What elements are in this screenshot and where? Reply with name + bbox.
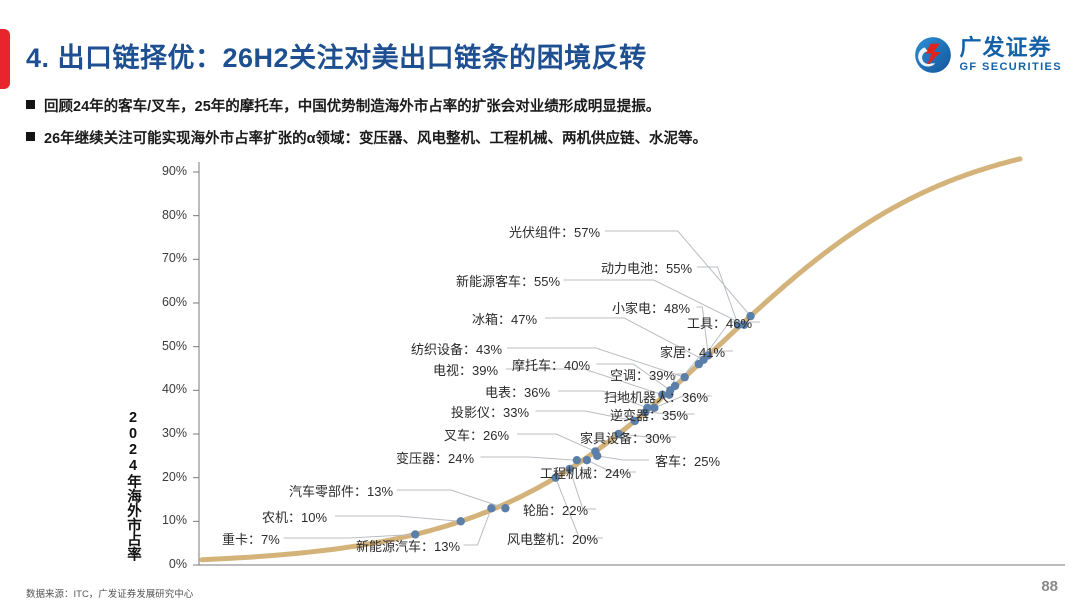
data-point-label: 叉车：26% xyxy=(444,428,510,443)
logo-name-cn: 广发证券 xyxy=(959,35,1052,60)
data-point-label: 家具设备：30% xyxy=(580,431,672,446)
data-point-label: 变压器：24% xyxy=(396,451,475,466)
data-point-label: 风电整机：20% xyxy=(507,532,599,547)
y-axis-title: 2024年海外市占率 xyxy=(125,410,141,561)
bullet-item: 26年继续关注可能实现海外市占率扩张的α领域：变压器、风电整机、工程机械、两机供… xyxy=(26,127,707,148)
data-point-label: 农机：10% xyxy=(262,510,328,525)
data-point-label: 摩托车：40% xyxy=(512,358,591,373)
bullet-text: 回顾24年的客车/叉车，25年的摩托车，中国优势制造海外市占率的扩张会对业绩形成… xyxy=(44,99,661,115)
y-axis-tick-label: 30% xyxy=(161,426,187,440)
y-axis-tick-label: 10% xyxy=(161,513,187,528)
data-point-label: 电表：36% xyxy=(485,385,551,400)
data-point-label: 投影仪：33% xyxy=(451,405,530,420)
data-point-label: 新能源客车：55% xyxy=(456,274,561,289)
source-note: 数据来源：ITC，广发证券发展研究中心 xyxy=(26,589,194,600)
data-point-label: 光伏组件：57% xyxy=(509,225,601,240)
page-title: 4. 出口链择优：26H2关注对美出口链条的困境反转 xyxy=(26,43,647,73)
y-axis-tick-label: 70% xyxy=(161,251,187,266)
y-axis-tick-label: 0% xyxy=(168,557,187,571)
bullet-item: 回顾24年的客车/叉车，25年的摩托车，中国优势制造海外市占率的扩张会对业绩形成… xyxy=(26,95,660,116)
y-axis-tick-label: 20% xyxy=(161,469,187,484)
data-point-label: 新能源汽车：13% xyxy=(356,539,461,554)
y-axis-tick-label: 60% xyxy=(161,295,187,309)
data-point-label: 空调：39% xyxy=(610,368,676,383)
data-point-label: 家居：41% xyxy=(660,345,726,360)
data-point-label: 扫地机器人：36% xyxy=(604,390,709,405)
square-bullet-icon xyxy=(26,100,35,109)
data-point-label: 客车：25% xyxy=(655,454,721,469)
data-point-label: 重卡：7% xyxy=(222,532,280,547)
data-point-label: 汽车零部件：13% xyxy=(289,484,394,499)
bullet-text: 26年继续关注可能实现海外市占率扩张的α领域：变压器、风电整机、工程机械、两机供… xyxy=(44,131,708,147)
title-accent-bar xyxy=(0,29,10,89)
logo-text: 广发证券 GF SECURITIES xyxy=(959,37,1062,73)
data-point-label: 纺织设备：43% xyxy=(411,342,503,357)
y-axis-tick-label: 90% xyxy=(161,164,187,178)
data-point-label: 逆变器：35% xyxy=(610,408,689,423)
gf-logo-icon xyxy=(915,37,952,73)
y-axis-tick-label: 40% xyxy=(161,382,187,397)
page-number: 88 xyxy=(1041,578,1058,595)
square-bullet-icon xyxy=(26,132,35,141)
data-point-label: 电视：39% xyxy=(433,363,499,378)
logo-name-en: GF SECURITIES xyxy=(959,61,1062,73)
y-axis-tick-label: 50% xyxy=(161,338,187,353)
data-point-label: 小家电：48% xyxy=(612,301,691,316)
brand-logo: 广发证券 GF SECURITIES xyxy=(914,30,1062,80)
data-point-label: 工程机械：24% xyxy=(540,466,632,481)
data-point-label: 工具：46% xyxy=(687,316,753,331)
data-point-label: 冰箱：47% xyxy=(472,312,538,327)
market-share-s-curve-chart: 2024年海外市占率 0% 10% 20% 30% 40% 50% 60% 70% 80% 90%… xyxy=(0,155,1080,571)
data-point-label: 轮胎：22% xyxy=(523,503,589,518)
data-point-label: 动力电池：55% xyxy=(601,261,693,276)
chart-canvas xyxy=(193,156,1065,566)
y-axis-tick-label: 80% xyxy=(161,207,187,222)
